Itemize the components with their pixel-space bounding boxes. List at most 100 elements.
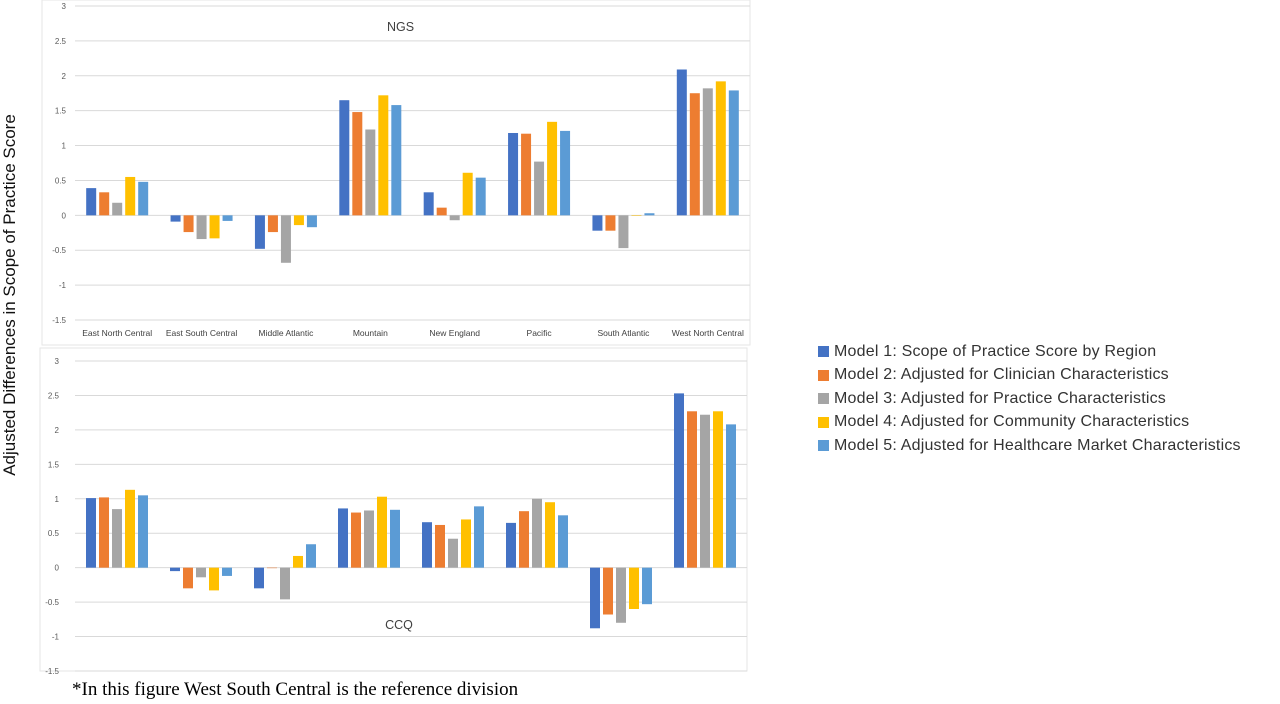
- bar: [475, 177, 486, 216]
- y-tick-label: 2: [55, 426, 60, 435]
- legend: Model 1: Scope of Practice Score by Regi…: [818, 340, 1241, 458]
- bar: [280, 215, 291, 263]
- legend-item-model-2: Model 2: Adjusted for Clinician Characte…: [818, 364, 1241, 388]
- bar: [86, 498, 96, 568]
- bar: [605, 215, 616, 231]
- y-tick-label: 1: [62, 142, 67, 151]
- ccq-panel: 3 2.5 2 1.5 1 0.5 0 -0.5 -1 -1.5 CCQ: [39, 347, 748, 676]
- bar: [196, 215, 207, 240]
- bar: [364, 510, 374, 568]
- bar: [390, 509, 400, 568]
- y-tick-label: 3: [55, 357, 60, 366]
- bar: [138, 495, 148, 568]
- bar: [365, 129, 376, 216]
- category-label: East North Central: [82, 328, 152, 338]
- panel-title: CCQ: [385, 618, 413, 632]
- bar: [728, 90, 739, 216]
- bar: [449, 215, 460, 221]
- category-label: Mountain: [353, 328, 388, 338]
- bar: [603, 567, 613, 615]
- y-tick-label: 0: [62, 211, 67, 220]
- bar: [170, 215, 181, 222]
- legend-swatch: [818, 440, 829, 452]
- bar: [435, 524, 445, 568]
- legend-swatch: [818, 416, 829, 428]
- bar: [86, 188, 97, 216]
- bar: [293, 215, 304, 226]
- bar: [560, 130, 571, 216]
- bar: [558, 515, 568, 568]
- bar: [170, 567, 180, 572]
- legend-item-model-4: Model 4: Adjusted for Community Characte…: [818, 411, 1241, 435]
- ngs-panel: 3 2.5 2 1.5 1 0.5 0 -0.5 -1 -1.5 NGS East North Cen…: [41, 0, 751, 346]
- bar: [616, 567, 626, 623]
- legend-item-model-5: Model 5: Adjusted for Healthcare Market …: [818, 434, 1241, 458]
- bar: [196, 567, 206, 578]
- bar: [547, 121, 558, 216]
- bar: [99, 497, 109, 568]
- bar: [183, 215, 194, 233]
- y-tick-label: 0: [55, 564, 60, 573]
- bar: [592, 215, 603, 231]
- y-axis-label: Adjusted Differences in Scope of Practic…: [0, 114, 19, 476]
- bar: [545, 502, 555, 568]
- bar: [222, 215, 233, 221]
- legend-item-model-3: Model 3: Adjusted for Practice Character…: [818, 387, 1241, 411]
- bar: [112, 509, 122, 568]
- bar: [423, 192, 434, 216]
- bar: [183, 567, 193, 589]
- legend-item-model-1: Model 1: Scope of Practice Score by Regi…: [818, 340, 1241, 364]
- bar: [631, 215, 642, 216]
- legend-swatch: [818, 393, 829, 405]
- bar: [715, 81, 726, 216]
- bar: [702, 88, 713, 216]
- bar: [618, 215, 629, 249]
- bar: [687, 411, 697, 568]
- bar: [222, 567, 232, 576]
- bar: [267, 567, 277, 569]
- y-tick-label: 3: [62, 2, 67, 11]
- y-tick-label: 1: [55, 495, 60, 504]
- bar: [644, 213, 655, 216]
- y-tick-label: 2: [62, 72, 67, 81]
- panel-title: NGS: [387, 20, 414, 34]
- bar: [338, 508, 348, 568]
- y-tick-label: 0.5: [48, 529, 60, 538]
- bar: [590, 567, 600, 629]
- legend-swatch: [818, 346, 829, 358]
- bar: [534, 161, 545, 216]
- y-tick-label: 2.5: [48, 391, 60, 400]
- bar: [700, 414, 710, 568]
- panel-frame: [41, 0, 751, 346]
- bar: [462, 172, 473, 216]
- bar: [351, 512, 361, 568]
- legend-label: Model 5: Adjusted for Healthcare Market …: [834, 436, 1241, 454]
- bar: [629, 567, 639, 609]
- bar: [352, 112, 363, 216]
- bar: [138, 181, 149, 216]
- bar: [112, 202, 123, 216]
- legend-label: Model 1: Scope of Practice Score by Regi…: [834, 342, 1157, 360]
- y-tick-label: 2.5: [55, 37, 67, 46]
- y-tick-label: -1: [59, 281, 67, 290]
- bar: [293, 555, 303, 568]
- bar: [474, 506, 484, 568]
- y-tick-label: -1.5: [45, 667, 59, 676]
- y-tick-label: 1.5: [48, 460, 60, 469]
- bar: [689, 93, 700, 216]
- bar: [532, 498, 542, 568]
- bar: [125, 176, 136, 216]
- legend-swatch: [818, 369, 829, 381]
- bar: [125, 489, 135, 568]
- bar: [448, 538, 458, 568]
- bar: [209, 215, 220, 239]
- bar: [339, 100, 350, 216]
- y-tick-label: -1: [52, 633, 60, 642]
- bar: [676, 69, 687, 216]
- category-label: Middle Atlantic: [259, 328, 315, 338]
- bar: [99, 192, 110, 216]
- y-tick-label: 1.5: [55, 107, 67, 116]
- legend-label: Model 2: Adjusted for Clinician Characte…: [834, 366, 1169, 384]
- category-label: West North Central: [672, 328, 744, 338]
